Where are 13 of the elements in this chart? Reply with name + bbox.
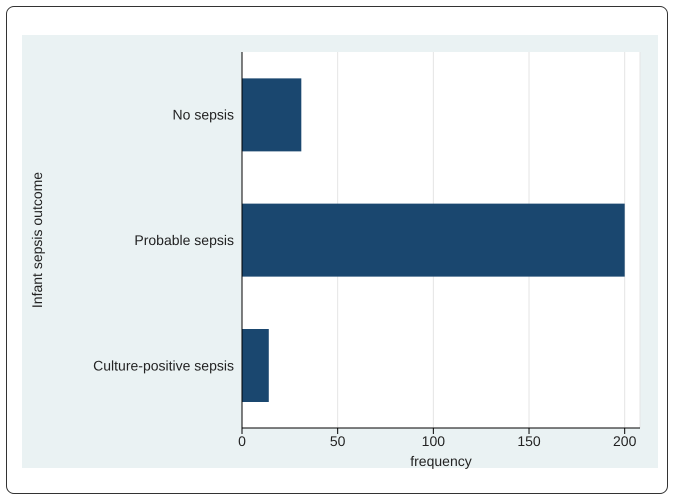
x-axis-title: frequency xyxy=(410,453,472,469)
x-tick-label: 0 xyxy=(238,432,246,449)
x-tick-label: 150 xyxy=(517,432,541,449)
x-tick-label: 100 xyxy=(422,432,446,449)
bar xyxy=(242,204,625,277)
y-tick-label: No sepsis xyxy=(172,106,234,123)
bar xyxy=(242,328,269,402)
bar xyxy=(242,78,302,152)
x-tick-label: 200 xyxy=(613,432,637,449)
y-axis-title: Infant sepsis outcome xyxy=(28,172,45,308)
x-tick-label: 50 xyxy=(330,432,346,449)
y-tick-label: Probable sepsis xyxy=(134,232,234,248)
y-tick-label: Culture-positive sepsis xyxy=(93,357,234,374)
